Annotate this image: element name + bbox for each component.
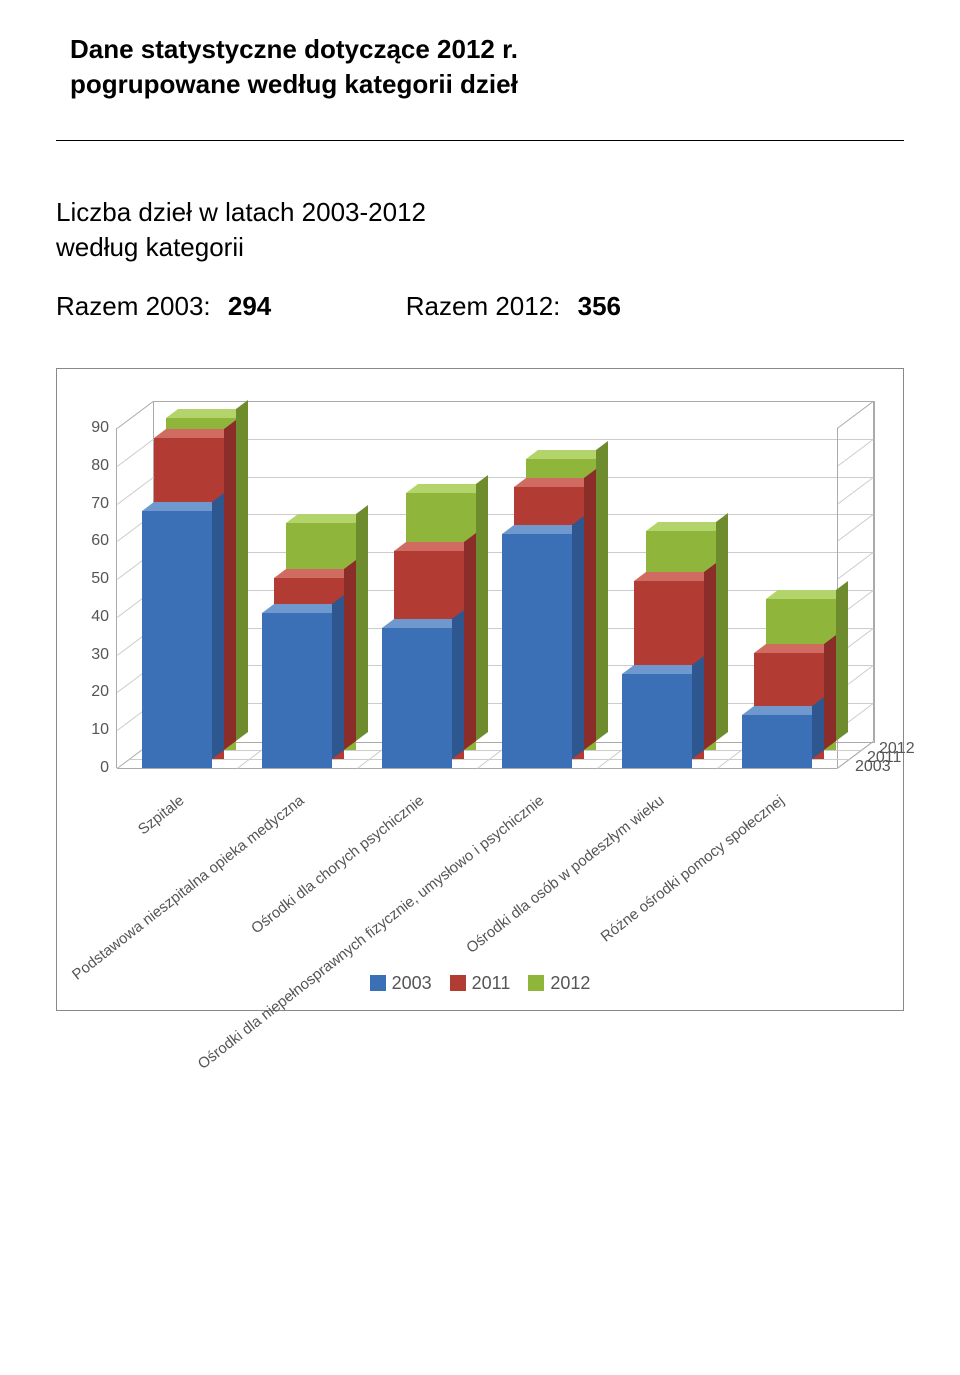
category-label: Podstawowa nieszpitalna opieka medyczna	[69, 792, 307, 984]
y-tick-label: 20	[81, 683, 109, 701]
bar	[142, 511, 212, 768]
total-2012-value: 356	[578, 291, 621, 321]
chart-frame: 0 10 20 30 40 50 60 70 80 90 2003 2011 2012 SzpitaleP…	[56, 368, 904, 1011]
legend-swatch	[370, 975, 386, 991]
section-title-line1: Liczba dzieł w latach 2003-2012	[56, 197, 904, 228]
legend-label: 2012	[550, 973, 590, 993]
bar	[502, 534, 572, 768]
total-2012-label: Razem 2012:	[406, 291, 561, 321]
legend-swatch	[528, 975, 544, 991]
legend-label: 2011	[472, 973, 511, 993]
y-tick-label: 60	[81, 532, 109, 550]
title-separator	[56, 140, 904, 141]
y-tick-label: 80	[81, 457, 109, 475]
y-tick-label: 0	[81, 759, 109, 777]
bar	[382, 628, 452, 768]
chart-plot: 0102030405060708090200320112012SzpitaleP…	[73, 391, 887, 951]
bar	[742, 715, 812, 768]
page-title-line1: Dane statystyczne dotyczące 2012 r.	[70, 34, 904, 65]
chart-legend: 2003 2011 2012	[73, 973, 887, 994]
y-tick-label: 10	[81, 721, 109, 739]
totals-row: Razem 2003: 294 Razem 2012: 356	[56, 291, 904, 322]
y-tick-label: 90	[81, 419, 109, 437]
y-tick-label: 70	[81, 495, 109, 513]
y-tick-label: 30	[81, 646, 109, 664]
section-title-line2: według kategorii	[56, 232, 904, 263]
y-tick-label: 40	[81, 608, 109, 626]
page-title-line2: pogrupowane według kategorii dzieł	[70, 69, 904, 100]
z-series-label: 2012	[879, 740, 915, 758]
bar	[262, 613, 332, 768]
legend-label: 2003	[392, 973, 432, 993]
total-2003-value: 294	[228, 291, 271, 321]
category-label: Ośrodki dla osób w podeszłym wieku	[463, 792, 667, 957]
bar	[622, 674, 692, 768]
legend-swatch	[450, 975, 466, 991]
y-tick-label: 50	[81, 570, 109, 588]
total-2003-label: Razem 2003:	[56, 291, 211, 321]
category-label: Szpitale	[135, 792, 188, 838]
